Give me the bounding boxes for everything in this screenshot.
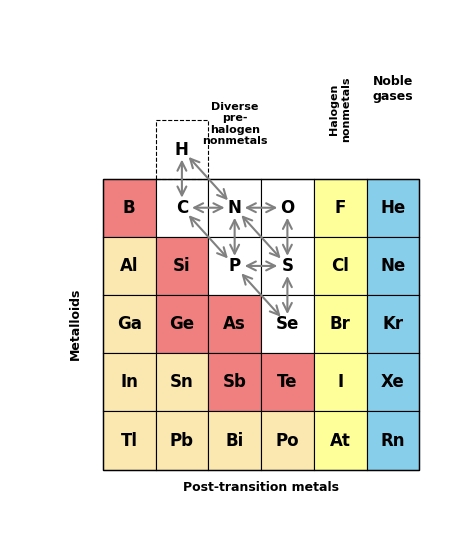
Text: In: In xyxy=(120,373,138,391)
Bar xyxy=(155,179,208,237)
Text: H: H xyxy=(175,141,189,158)
Bar xyxy=(103,295,155,353)
Text: Po: Po xyxy=(275,431,299,450)
Bar xyxy=(103,411,155,470)
Text: O: O xyxy=(280,199,294,217)
Text: Sn: Sn xyxy=(170,373,194,391)
Bar xyxy=(208,411,261,470)
Bar xyxy=(155,353,208,411)
Text: Ne: Ne xyxy=(380,257,406,275)
Bar xyxy=(103,353,155,411)
Bar xyxy=(261,353,314,411)
Text: Ga: Ga xyxy=(117,315,142,333)
Text: Te: Te xyxy=(277,373,298,391)
Text: F: F xyxy=(335,199,346,217)
Bar xyxy=(366,411,419,470)
Text: Si: Si xyxy=(173,257,191,275)
Text: At: At xyxy=(330,431,351,450)
Bar xyxy=(366,353,419,411)
Bar xyxy=(155,295,208,353)
Bar xyxy=(366,295,419,353)
Bar xyxy=(103,179,419,470)
Text: He: He xyxy=(380,199,406,217)
Text: As: As xyxy=(223,315,246,333)
Text: Kr: Kr xyxy=(383,315,403,333)
Bar xyxy=(261,411,314,470)
Bar xyxy=(208,179,261,237)
Text: Cl: Cl xyxy=(331,257,349,275)
Bar xyxy=(314,353,366,411)
Text: C: C xyxy=(176,199,188,217)
Bar xyxy=(314,411,366,470)
Text: S: S xyxy=(282,257,293,275)
Text: Al: Al xyxy=(120,257,138,275)
Bar xyxy=(155,121,208,179)
Bar xyxy=(314,179,366,237)
Bar xyxy=(366,237,419,295)
Text: Tl: Tl xyxy=(121,431,137,450)
Text: Post-transition metals: Post-transition metals xyxy=(183,481,339,494)
Bar xyxy=(261,237,314,295)
Bar xyxy=(261,295,314,353)
Text: Diverse
pre-
halogen
nonmetals: Diverse pre- halogen nonmetals xyxy=(202,102,267,146)
Text: P: P xyxy=(228,257,241,275)
Bar xyxy=(103,237,155,295)
Bar xyxy=(208,353,261,411)
Bar xyxy=(155,411,208,470)
Text: Metalloids: Metalloids xyxy=(69,288,82,360)
Text: N: N xyxy=(228,199,242,217)
Text: Pb: Pb xyxy=(170,431,194,450)
Bar xyxy=(103,179,155,237)
Text: Sb: Sb xyxy=(223,373,246,391)
Bar xyxy=(366,179,419,237)
Bar xyxy=(314,295,366,353)
Text: Xe: Xe xyxy=(381,373,405,391)
Bar xyxy=(261,179,314,237)
Bar xyxy=(314,237,366,295)
Text: Bi: Bi xyxy=(226,431,244,450)
Text: Ge: Ge xyxy=(169,315,194,333)
Text: B: B xyxy=(123,199,136,217)
Text: I: I xyxy=(337,373,343,391)
Text: Halogen
nonmetals: Halogen nonmetals xyxy=(329,76,351,142)
Text: Rn: Rn xyxy=(381,431,405,450)
Bar xyxy=(208,237,261,295)
Bar xyxy=(208,295,261,353)
Text: Se: Se xyxy=(276,315,299,333)
Text: Noble
gases: Noble gases xyxy=(373,75,413,103)
Bar xyxy=(155,237,208,295)
Text: Br: Br xyxy=(330,315,351,333)
